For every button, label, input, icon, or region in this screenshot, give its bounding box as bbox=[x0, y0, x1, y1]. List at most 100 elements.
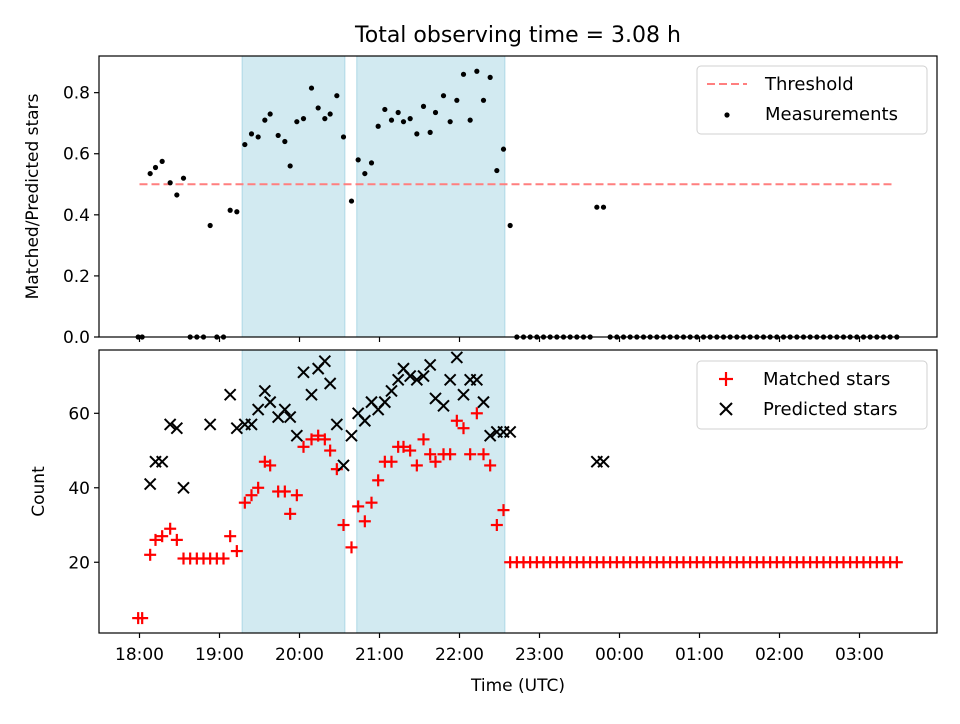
ratio-x-ticks bbox=[138, 337, 861, 342]
predicted-star-point bbox=[163, 418, 177, 431]
matched-star-point bbox=[224, 530, 237, 543]
measurement-point bbox=[322, 116, 328, 122]
measurement-point bbox=[500, 146, 507, 152]
legend-predicted-swatch bbox=[719, 402, 733, 416]
matched-star-point bbox=[444, 448, 457, 461]
measurement-point bbox=[275, 132, 281, 139]
predicted-star-point bbox=[503, 425, 517, 439]
predicted-star-point bbox=[143, 477, 157, 491]
predicted-star-point bbox=[410, 373, 424, 386]
measurement-point bbox=[262, 117, 268, 123]
measurement-point bbox=[440, 93, 447, 99]
count-y-axis: 20 40 60 bbox=[68, 404, 99, 573]
matched-star-point bbox=[284, 507, 297, 520]
legend-matched-swatch bbox=[719, 372, 733, 386]
measurement-point bbox=[227, 207, 233, 213]
matched-star-point bbox=[890, 556, 903, 569]
matched-star-point bbox=[417, 433, 430, 446]
x-tick-label: 22:00 bbox=[435, 645, 484, 665]
measurement-point bbox=[327, 111, 333, 117]
matched-star-point bbox=[365, 496, 378, 509]
count-y-axis-label: Count bbox=[29, 466, 49, 517]
measurement-point bbox=[480, 97, 487, 103]
y-tick-label: 40 bbox=[68, 479, 90, 499]
measurement-point bbox=[474, 68, 480, 74]
matched-star-point bbox=[358, 515, 371, 528]
measurement-point bbox=[414, 131, 420, 137]
measurement-point bbox=[368, 160, 375, 166]
count-legend-box bbox=[696, 360, 928, 430]
matched-star-point bbox=[144, 548, 157, 561]
y-tick-label: 0.2 bbox=[63, 267, 90, 287]
matched-star-point bbox=[477, 448, 490, 461]
predicted-star-point bbox=[263, 395, 277, 409]
measurement-point bbox=[600, 204, 607, 210]
predicted-star-point bbox=[278, 403, 292, 416]
measurement-point bbox=[167, 180, 173, 186]
predicted-star-point bbox=[385, 384, 398, 398]
measurement-point bbox=[207, 222, 213, 229]
count-panel-frame bbox=[98, 349, 938, 634]
predicted-star-point bbox=[378, 395, 392, 409]
matched-star-point bbox=[404, 444, 417, 457]
ratio-legend: Threshold Measurements bbox=[696, 65, 928, 135]
x-axis-label: Time (UTC) bbox=[470, 676, 565, 696]
measurement-point bbox=[294, 119, 300, 125]
measurement-point bbox=[308, 85, 315, 91]
matched-star-point bbox=[464, 448, 477, 461]
predicted-star-point bbox=[417, 369, 430, 383]
measurement-point bbox=[355, 157, 361, 163]
predicted-star-point bbox=[258, 384, 272, 398]
observing-interval bbox=[241, 55, 346, 338]
x-tick-label: 21:00 bbox=[355, 645, 404, 665]
predicted-star-point bbox=[337, 459, 350, 472]
matched-star-point bbox=[217, 552, 230, 565]
x-tick-label: 01:00 bbox=[675, 645, 724, 665]
matched-star-point bbox=[397, 440, 410, 453]
predicted-star-point bbox=[450, 351, 464, 364]
observing-interval bbox=[241, 349, 346, 634]
predicted-star-point bbox=[170, 421, 184, 435]
measurement-point bbox=[375, 123, 381, 129]
measurement-point bbox=[180, 175, 187, 181]
measurement-point bbox=[340, 134, 347, 140]
matched-star-point bbox=[410, 459, 423, 472]
predicted-star-point bbox=[345, 429, 358, 442]
measurement-point bbox=[334, 93, 340, 99]
measurement-point bbox=[594, 204, 600, 210]
predicted-star-point bbox=[177, 481, 190, 494]
legend-predicted-label: Predicted stars bbox=[763, 399, 897, 420]
y-tick-label: 0.0 bbox=[63, 328, 90, 348]
predicted-star-point bbox=[597, 455, 610, 468]
matched-star-point bbox=[372, 474, 385, 487]
measurement-point bbox=[255, 134, 261, 140]
x-tick-label: 03:00 bbox=[835, 645, 884, 665]
x-tick-label: 23:00 bbox=[515, 645, 564, 665]
predicted-star-point bbox=[297, 366, 310, 379]
predicted-star-point bbox=[443, 373, 457, 386]
measurement-point bbox=[234, 209, 240, 215]
time-x-axis: 18:00 19:00 20:00 21:00 22:00 23:00 00:00 01:00… bbox=[115, 633, 884, 665]
matched-star-point bbox=[424, 448, 437, 461]
predicted-star-point bbox=[223, 388, 237, 401]
predicted-star-point bbox=[283, 410, 297, 424]
matched-star-point bbox=[312, 429, 325, 442]
y-tick-label: 0.8 bbox=[63, 84, 90, 104]
matched-star-point bbox=[290, 489, 303, 502]
x-tick-label: 19:00 bbox=[195, 645, 244, 665]
measurement-point bbox=[315, 105, 321, 111]
measurement-point bbox=[494, 167, 500, 174]
y-tick-label: 0.4 bbox=[63, 206, 90, 226]
measurement-point bbox=[152, 164, 159, 171]
measurement-point bbox=[300, 116, 307, 122]
measurement-point bbox=[420, 103, 427, 109]
measurement-point bbox=[348, 198, 355, 204]
matched-star-point bbox=[170, 533, 183, 546]
matched-star-point bbox=[345, 541, 358, 554]
predicted-star-point bbox=[251, 403, 265, 416]
matched-star-point bbox=[149, 533, 162, 546]
matched-star-point bbox=[490, 519, 503, 532]
measurement-point bbox=[174, 192, 180, 198]
measurement-point bbox=[454, 97, 460, 103]
